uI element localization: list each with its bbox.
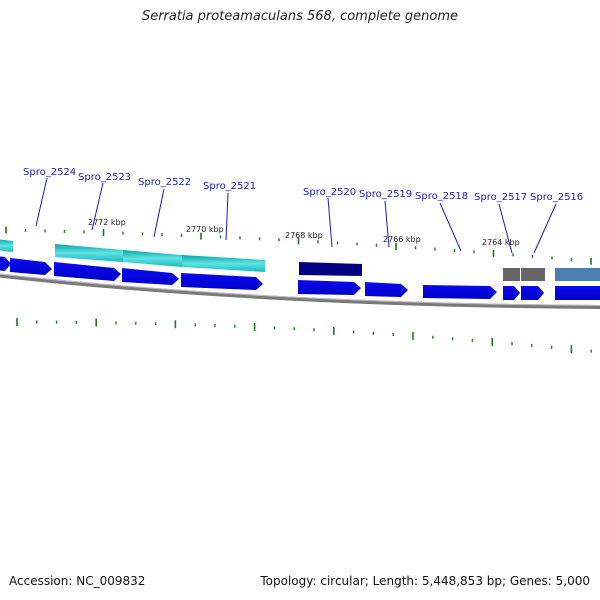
kbp-label-2770: 2770 kbp bbox=[186, 225, 224, 234]
leader-spro-2517 bbox=[498, 203, 513, 254]
map-title: Serratia proteamaculans 568, complete ge… bbox=[141, 9, 459, 24]
cds-row bbox=[0, 256, 600, 300]
outer-tick-ring bbox=[5, 226, 592, 265]
genome-backbone-highlight bbox=[0, 273, 600, 306]
leader-spro-2520 bbox=[327, 197, 333, 248]
cds-arrow[interactable] bbox=[298, 280, 361, 295]
leader-spro-2523 bbox=[91, 182, 104, 231]
outer-feature-row bbox=[0, 239, 600, 281]
gene-label-spro-2519[interactable]: Spro_2519 bbox=[359, 189, 412, 200]
steel-feature bbox=[555, 268, 600, 281]
gray-feature-1 bbox=[503, 268, 520, 281]
cds-arrow[interactable] bbox=[521, 286, 544, 300]
cyan-feature-left bbox=[0, 239, 13, 252]
cds-arrow[interactable] bbox=[122, 268, 179, 285]
cds-arrow[interactable] bbox=[555, 286, 600, 300]
navy-feature bbox=[299, 262, 362, 276]
gene-label-spro-2518[interactable]: Spro_2518 bbox=[415, 191, 468, 202]
gene-label-spro-2520[interactable]: Spro_2520 bbox=[303, 187, 356, 198]
kbp-label-2764: 2764 kbp bbox=[482, 238, 520, 247]
cds-arrow[interactable] bbox=[365, 282, 408, 297]
leader-spro-2524 bbox=[35, 177, 48, 227]
cds-arrow[interactable] bbox=[423, 285, 497, 299]
cds-arrow[interactable] bbox=[181, 273, 263, 290]
cds-arrow[interactable] bbox=[10, 258, 52, 275]
accession-label: Accession: NC_009832 bbox=[9, 574, 146, 588]
gene-label-spro-2522[interactable]: Spro_2522 bbox=[138, 177, 191, 188]
gene-leader-lines bbox=[35, 177, 557, 254]
kbp-label-2772: 2772 kbp bbox=[88, 218, 126, 227]
cds-arrow[interactable] bbox=[0, 256, 11, 271]
cds-arrow[interactable] bbox=[54, 262, 121, 281]
leader-spro-2516 bbox=[533, 203, 557, 254]
leader-spro-2521 bbox=[225, 192, 229, 241]
kbp-label-2768: 2768 kbp bbox=[285, 231, 323, 240]
cds-arrow[interactable] bbox=[503, 286, 520, 300]
cyan-feature-3 bbox=[182, 255, 265, 272]
gene-label-spro-2516[interactable]: Spro_2516 bbox=[530, 192, 583, 203]
genome-backbone bbox=[0, 273, 600, 309]
gene-label-spro-2523[interactable]: Spro_2523 bbox=[78, 172, 131, 183]
gene-label-spro-2521[interactable]: Spro_2521 bbox=[203, 181, 256, 192]
leader-spro-2522 bbox=[153, 188, 165, 238]
cyan-feature-1 bbox=[55, 244, 123, 262]
leader-spro-2518 bbox=[439, 202, 462, 252]
kbp-label-2766: 2766 kbp bbox=[383, 235, 421, 244]
genome-summary: Topology: circular; Length: 5,448,853 bp… bbox=[260, 574, 590, 588]
cyan-feature-2 bbox=[123, 250, 182, 267]
leader-spro-2519 bbox=[384, 200, 390, 248]
inner-tick-ring bbox=[16, 318, 592, 354]
gene-label-spro-2524[interactable]: Spro_2524 bbox=[23, 167, 76, 178]
gray-feature-2 bbox=[521, 268, 545, 281]
gene-label-spro-2517[interactable]: Spro_2517 bbox=[474, 192, 527, 203]
